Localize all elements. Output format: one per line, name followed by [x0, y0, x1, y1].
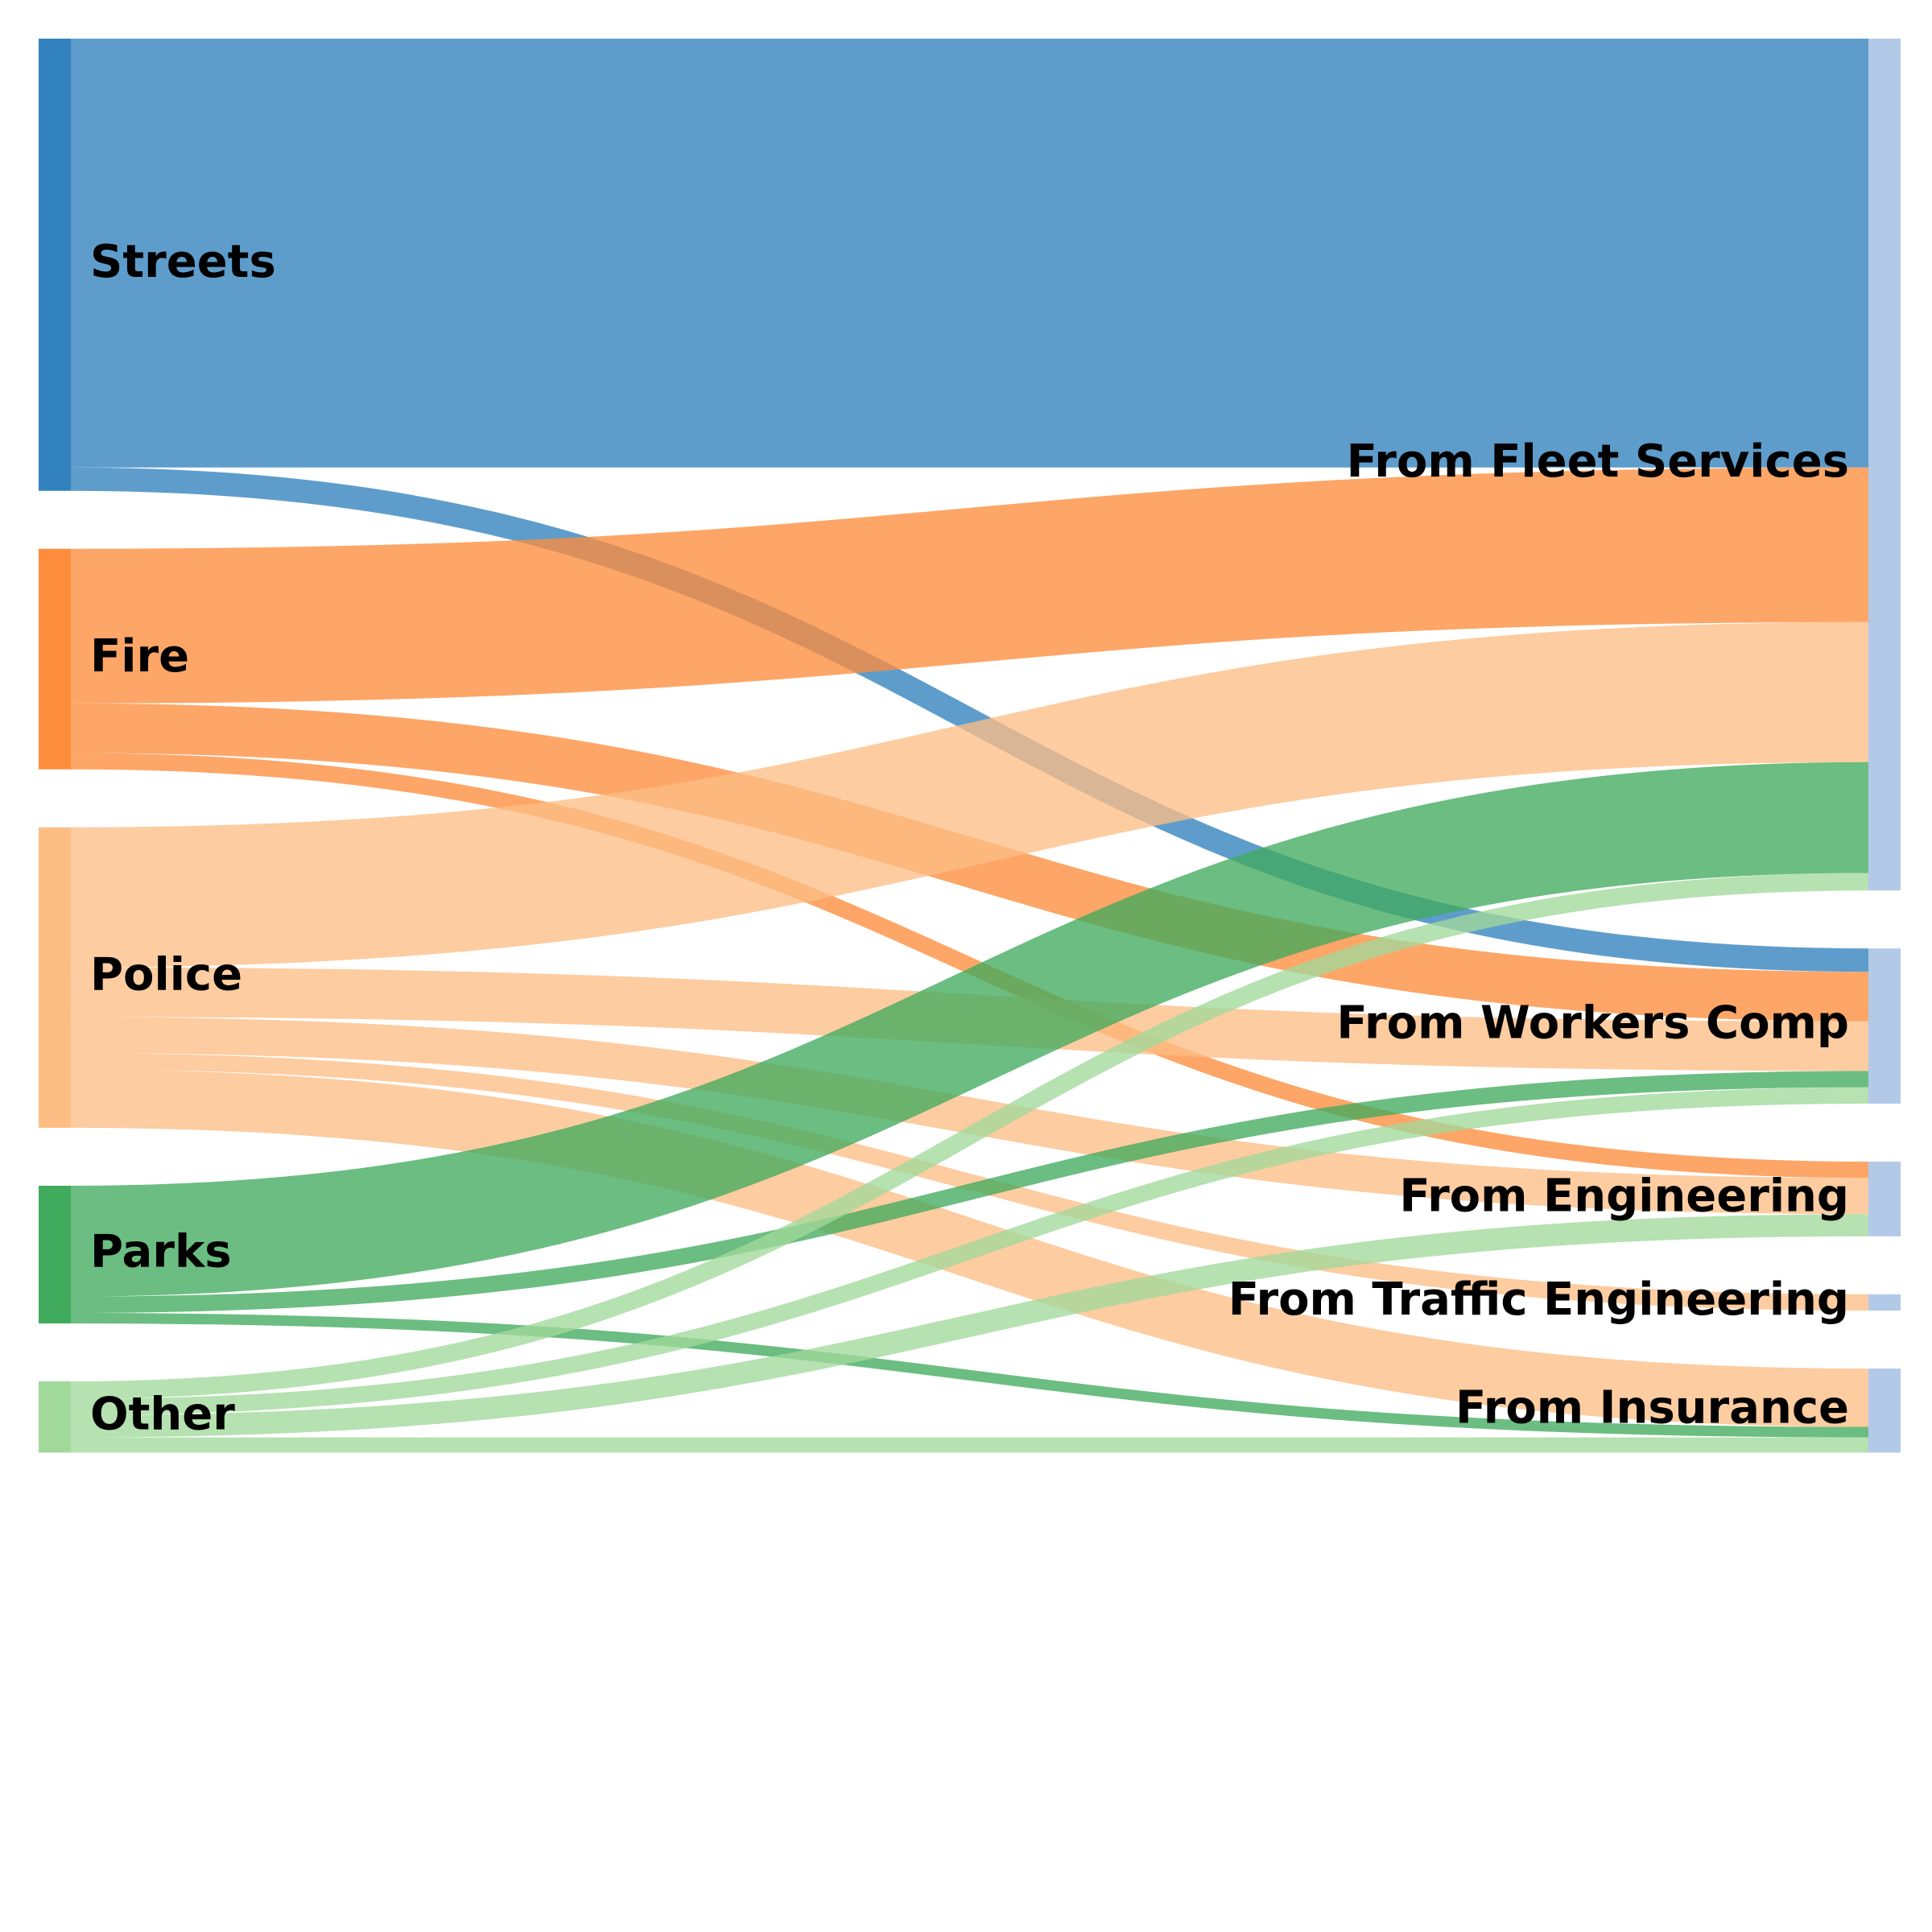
target-node-from-traffic-engineering — [1868, 1294, 1901, 1311]
target-node-from-insurance — [1868, 1368, 1901, 1453]
link-fire-to-from-fleet-services — [70, 467, 1869, 704]
target-node-from-fleet-services — [1868, 39, 1901, 891]
source-label-other: Other — [90, 1388, 235, 1440]
target-node-from-engineering — [1868, 1162, 1901, 1236]
sankey-links — [70, 38, 1869, 1453]
target-label-from-workers-comp: From Workers Comp — [1336, 997, 1849, 1050]
link-police-to-from-engineering — [70, 1017, 1869, 1215]
source-node-police — [39, 827, 71, 1128]
target-label-from-traffic-engineering: From Traffic Engineering — [1228, 1274, 1849, 1326]
link-police-to-from-fleet-services — [70, 621, 1869, 968]
source-node-streets — [39, 39, 71, 491]
source-label-police: Police — [90, 948, 242, 1001]
link-other-to-from-engineering — [70, 1214, 1869, 1438]
source-node-other — [39, 1381, 71, 1453]
link-parks-to-from-workers-comp — [70, 1071, 1869, 1313]
source-label-streets: Streets — [90, 236, 276, 288]
link-streets-to-from-workers-comp — [70, 467, 1869, 972]
source-node-fire — [39, 548, 71, 770]
source-label-fire: Fire — [90, 630, 189, 683]
source-label-parks: Parks — [90, 1226, 232, 1278]
link-police-to-from-traffic-engineering — [70, 1053, 1869, 1311]
sankey-labels: Streets Fire Police Parks Other From Fleet Se… — [90, 236, 1849, 1440]
target-label-from-insurance: From Insurance — [1455, 1381, 1849, 1434]
target-node-from-workers-comp — [1868, 948, 1901, 1104]
link-other-to-from-workers-comp — [70, 1087, 1869, 1416]
link-parks-to-from-fleet-services — [70, 762, 1869, 1297]
link-fire-to-from-engineering — [70, 753, 1869, 1179]
source-node-parks — [39, 1185, 71, 1324]
link-other-to-from-fleet-services — [70, 873, 1869, 1399]
link-parks-to-from-insurance — [70, 1312, 1869, 1438]
target-label-from-engineering: From Engineering — [1399, 1170, 1849, 1223]
target-label-from-fleet-services: From Fleet Services — [1347, 436, 1849, 488]
sankey-nodes — [39, 39, 1901, 1453]
